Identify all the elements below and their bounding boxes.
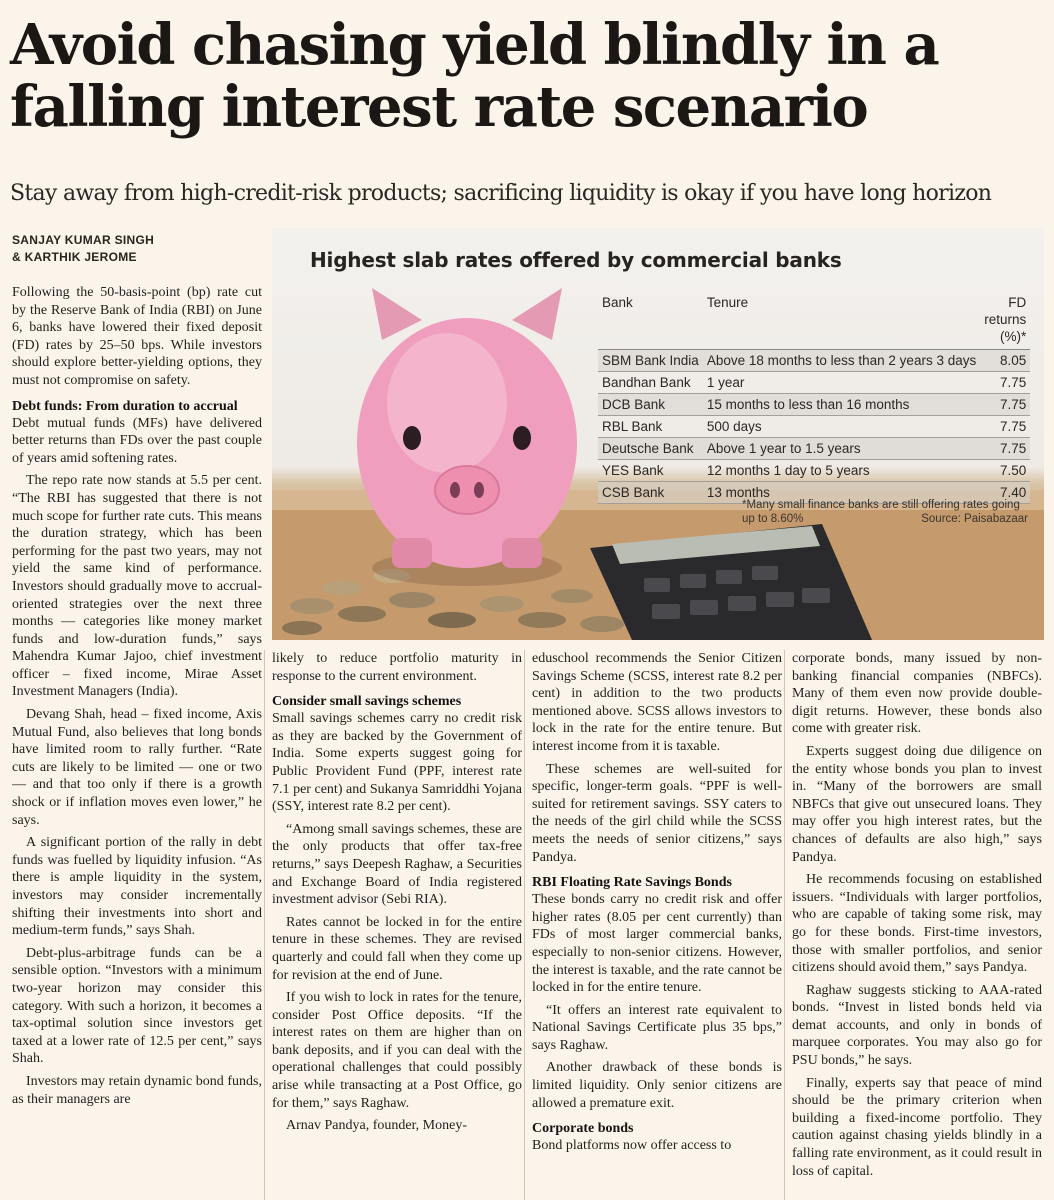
byline-author-2: & KARTHIK JEROME: [12, 250, 137, 264]
byline-author-1: SANJAY KUMAR SINGH: [12, 233, 155, 247]
calculator: [590, 524, 872, 640]
fd-return: 7.75: [980, 415, 1031, 438]
rates-row: RBL Bank 500 days 7.75: [598, 415, 1031, 438]
body-paragraph: Rates cannot be locked in for the entire…: [272, 914, 522, 983]
section-heading: Corporate bonds: [532, 1121, 634, 1137]
body-paragraph: Raghaw suggests sticking to AAA-rated bo…: [792, 982, 1042, 1069]
body-paragraph: corporate bonds, many issued by non-bank…: [792, 651, 1042, 737]
column-divider: [784, 650, 785, 1200]
bank-name: Deutsche Bank: [598, 437, 703, 460]
body-paragraph: A significant portion of the rally in de…: [12, 835, 262, 939]
section-heading: Consider small savings schemes: [272, 694, 462, 710]
bank-name: CSB Bank: [598, 481, 703, 504]
rates-table: Bank Tenure FD returns (%)* SBM Bank Ind…: [598, 292, 1031, 504]
tenure: 13 months: [702, 481, 981, 504]
body-paragraph: Investors may retain dynamic bond funds,…: [12, 1073, 262, 1107]
body-paragraph: He recommends focusing on established is…: [792, 872, 1042, 976]
rates-table-header: Bank Tenure FD returns (%)*: [598, 292, 1031, 350]
rates-row: YES Bank 12 months 1 day to 5 years 7.50: [598, 459, 1031, 482]
body-paragraph: Debt mutual funds (MFs) have delivered b…: [12, 415, 262, 466]
col-header-tenure: Tenure: [702, 292, 981, 350]
tenure: 1 year: [702, 371, 981, 394]
tenure: Above 18 months to less than 2 years 3 d…: [702, 349, 981, 372]
rates-row: Bandhan Bank 1 year 7.75: [598, 371, 1031, 394]
bank-name: SBM Bank India: [598, 349, 703, 372]
tenure: 15 months to less than 16 months: [702, 393, 981, 416]
tenure: 500 days: [702, 415, 981, 438]
fd-return: 8.05: [980, 349, 1031, 372]
infographic: Highest slab rates offered by commercial…: [272, 228, 1044, 640]
source-credit: Source: Paisabazaar: [921, 513, 1028, 525]
section-heading: Debt funds: From duration to accrual: [12, 398, 238, 414]
bank-name: DCB Bank: [598, 393, 703, 416]
infographic-title: Highest slab rates offered by commercial…: [310, 248, 842, 272]
body-paragraph: likely to reduce portfolio maturity in r…: [272, 651, 522, 684]
bank-name: Bandhan Bank: [598, 371, 703, 394]
col-header-bank: Bank: [598, 292, 703, 350]
body-paragraph: eduschool recommends the Senior Citizen …: [532, 651, 782, 754]
fd-return: 7.75: [980, 371, 1031, 394]
footnote: *Many small finance banks are still offe…: [742, 498, 1028, 526]
body-paragraph: Devang Shah, head – fixed income, Axis M…: [12, 707, 262, 828]
rates-row: CSB Bank 13 months 7.40: [598, 481, 1031, 504]
bank-name: YES Bank: [598, 459, 703, 482]
body-paragraph: Bond platforms now offer access to: [532, 1138, 732, 1154]
column-divider: [264, 650, 265, 1200]
rates-row: DCB Bank 15 months to less than 16 months…: [598, 393, 1031, 416]
fd-return: 7.40: [980, 481, 1031, 504]
piggy-bank: [357, 288, 577, 586]
rates-table-body: SBM Bank India Above 18 months to less th…: [598, 349, 1031, 504]
byline: SANJAY KUMAR SINGH & KARTHIK JEROME: [12, 232, 262, 266]
col-header-fd-returns: FD returns (%)*: [980, 292, 1031, 350]
fd-return: 7.75: [980, 393, 1031, 416]
article-column-2: likely to reduce portfolio maturity in r…: [272, 650, 522, 1200]
body-paragraph: Debt-plus-arbitrage funds can be a sensi…: [12, 945, 262, 1067]
article-column-3: eduschool recommends the Senior Citizen …: [532, 650, 782, 1200]
section-heading: RBI Floating Rate Savings Bonds: [532, 875, 732, 891]
body-paragraph: “It offers an interest rate equivalent t…: [532, 1002, 782, 1053]
bank-name: RBL Bank: [598, 415, 703, 438]
tenure: 12 months 1 day to 5 years: [702, 459, 981, 482]
article-column-4: corporate bonds, many issued by non-bank…: [792, 650, 1042, 1200]
tenure: Above 1 year to 1.5 years: [702, 437, 981, 460]
body-paragraph: Finally, experts say that peace of mind …: [792, 1075, 1042, 1179]
body-paragraph: Experts suggest doing due diligence on t…: [792, 743, 1042, 865]
headline: Avoid chasing yield blindly in a falling…: [10, 12, 940, 140]
body-paragraph: If you wish to lock in rates for the ten…: [272, 990, 522, 1111]
body-paragraph: Small savings schemes carry no credit ri…: [272, 711, 522, 815]
body-paragraph: Another drawback of these bonds is limit…: [532, 1060, 782, 1111]
piggy-bank-illustration: [272, 288, 1044, 640]
body-paragraph: Following the 50-basis-point (bp) rate c…: [12, 285, 262, 388]
rates-row: Deutsche Bank Above 1 year to 1.5 years 7.…: [598, 437, 1031, 460]
coin-pile: [282, 569, 624, 635]
column-divider: [524, 650, 525, 1200]
rates-row: SBM Bank India Above 18 months to less th…: [598, 349, 1031, 372]
body-paragraph: These schemes are well-suited for specif…: [532, 761, 782, 865]
fd-return: 7.50: [980, 459, 1031, 482]
subheadline: Stay away from high-credit-risk products…: [10, 181, 992, 206]
body-paragraph: Arnav Pandya, founder, Money-: [286, 1118, 468, 1134]
article-column-1: Following the 50-basis-point (bp) rate c…: [12, 284, 262, 1200]
footnote-text: *Many small finance banks are still offe…: [742, 499, 1020, 525]
body-paragraph: The repo rate now stands at 5.5 per cent…: [12, 473, 262, 700]
body-paragraph: These bonds carry no credit risk and off…: [532, 892, 782, 996]
body-paragraph: “Among small savings schemes, these are …: [272, 821, 522, 908]
fd-return: 7.75: [980, 437, 1031, 460]
